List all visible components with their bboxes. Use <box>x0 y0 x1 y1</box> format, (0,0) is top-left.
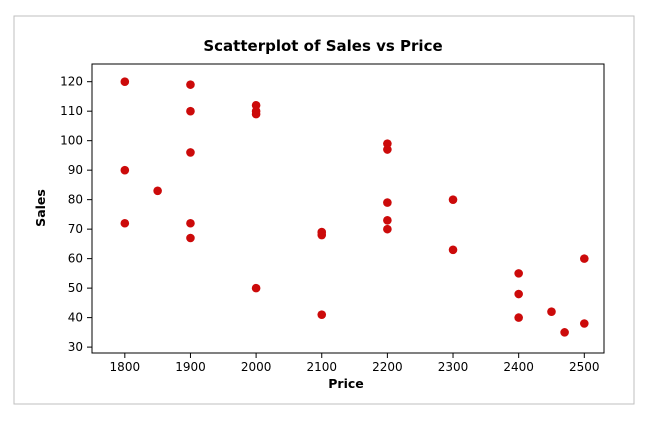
x-tick-label: 2300 <box>438 360 469 374</box>
y-tick-label: 70 <box>68 222 83 236</box>
y-tick-label: 30 <box>68 340 83 354</box>
y-tick-label: 60 <box>68 252 83 266</box>
y-axis: 30 40 50 60 70 80 90 100 110 120 <box>60 75 92 354</box>
chart-title: Scatterplot of Sales vs Price <box>203 37 442 55</box>
data-point <box>383 145 392 154</box>
x-tick-label: 2400 <box>503 360 534 374</box>
y-tick-label: 80 <box>68 193 83 207</box>
y-tick-label: 110 <box>60 104 83 118</box>
y-tick-label: 50 <box>68 281 83 295</box>
data-point <box>153 186 162 196</box>
data-point <box>448 195 458 204</box>
x-tick-label: 1900 <box>175 360 206 374</box>
y-tick-label: 40 <box>68 311 83 325</box>
data-point <box>547 307 556 317</box>
data-point <box>251 109 261 119</box>
data-point <box>580 319 589 328</box>
data-point <box>120 218 130 228</box>
x-tick-label: 2100 <box>306 360 337 374</box>
y-axis-title: Sales <box>33 189 48 227</box>
data-point <box>514 313 523 322</box>
data-point <box>448 245 458 255</box>
data-point <box>120 165 130 175</box>
data-point <box>251 283 261 293</box>
x-axis: 1800 1900 2000 2100 2200 2300 2400 2500 <box>110 353 600 374</box>
data-point <box>560 328 569 337</box>
x-tick-label: 2500 <box>569 360 600 374</box>
x-tick-label: 2000 <box>241 360 272 374</box>
x-tick-label: 2200 <box>372 360 403 374</box>
plot-area <box>91 63 605 354</box>
x-axis-title: Price <box>328 376 364 391</box>
data-point <box>186 80 195 89</box>
data-point <box>186 218 195 228</box>
data-point <box>251 100 261 110</box>
data-point <box>514 289 523 299</box>
data-point <box>514 269 523 278</box>
data-point <box>186 148 195 157</box>
data-point <box>383 215 392 225</box>
data-point <box>383 224 392 234</box>
data-point <box>317 230 327 240</box>
data-point <box>580 254 589 263</box>
y-tick-label: 120 <box>60 75 83 89</box>
data-point <box>383 198 392 207</box>
data-point <box>186 233 195 243</box>
x-tick-label: 1800 <box>110 360 141 374</box>
data-point <box>120 77 130 86</box>
data-point <box>383 139 392 148</box>
data-point <box>186 106 195 116</box>
y-tick-label: 100 <box>60 134 83 148</box>
data-points <box>120 77 589 337</box>
data-point <box>317 310 327 319</box>
y-tick-label: 90 <box>68 163 83 177</box>
